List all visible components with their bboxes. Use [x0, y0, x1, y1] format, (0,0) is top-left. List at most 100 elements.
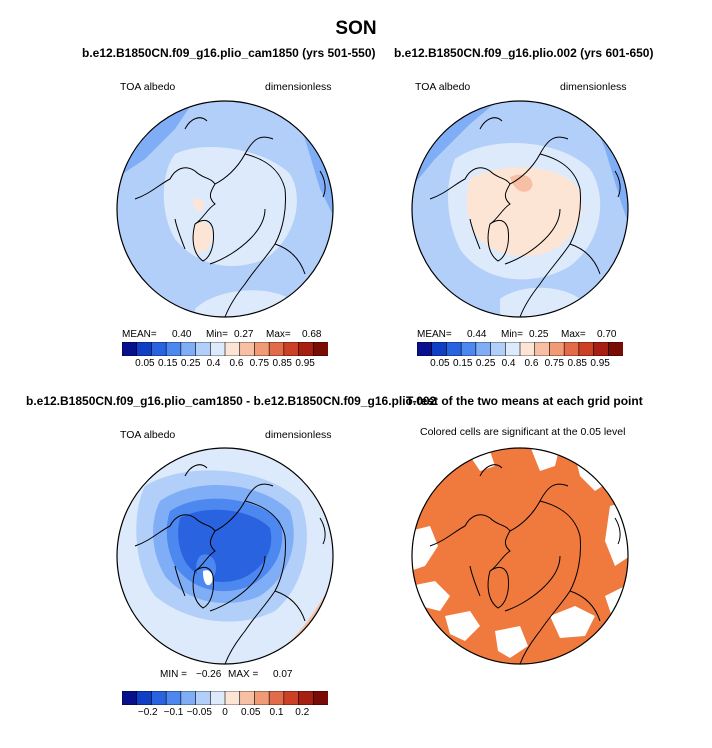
colorbar-segment [136, 342, 153, 356]
colorbar-segment [180, 691, 197, 705]
colorbar-segment [165, 691, 182, 705]
panel-4-title: T-test of the two means at each grid poi… [406, 394, 643, 408]
coastlines [429, 464, 621, 664]
colorbar-segment [593, 342, 609, 356]
map-boundary [411, 447, 629, 665]
panel-1-units: dimensionless [265, 81, 332, 93]
colorbar-segment [136, 691, 153, 705]
panel-1-title: b.e12.B1850CN.f09_g16.plio_cam1850 (yrs … [82, 46, 376, 60]
diff-field-masked [203, 570, 213, 586]
panel-4-map [411, 447, 629, 665]
panel-2-max-label: Max= [561, 329, 586, 340]
panel-2-mean-label: MEAN= [417, 329, 452, 340]
panel-1-mean-value: 0.40 [172, 329, 192, 340]
colorbar-label: 0.85 [272, 358, 292, 369]
coastlines [134, 464, 326, 664]
colorbar-segment [224, 691, 241, 705]
colorbar-segment [165, 342, 182, 356]
colorbar-segment [195, 342, 211, 356]
colorbar-segment [254, 342, 270, 356]
panel-2-mean-value: 0.44 [467, 329, 487, 340]
colorbar-segment [519, 342, 536, 356]
figure-title: SON [335, 18, 377, 39]
panel-1-variable: TOA albedo [120, 81, 176, 93]
panel-3-map [116, 447, 334, 665]
albedo-field-ellesmere [193, 198, 205, 212]
panel-2-units: dimensionless [560, 81, 627, 93]
map-boundary [116, 100, 334, 318]
panel-3-variable: TOA albedo [120, 429, 176, 441]
colorbar-label: 0.05 [430, 358, 450, 369]
panel-1-min-value: 0.27 [234, 329, 254, 340]
colorbar-label: 0.6 [524, 358, 539, 369]
panel-2-max-value: 0.70 [597, 329, 617, 340]
panel-1-colorbar [122, 342, 328, 356]
colorbar-segment [254, 691, 270, 705]
panel-2-colorbar [417, 342, 623, 356]
colorbar-label: 0.95 [590, 358, 610, 369]
panel-2-variable: TOA albedo [415, 81, 471, 93]
colorbar-segment [578, 342, 595, 356]
colorbar-segment [239, 342, 256, 356]
colorbar-segment [607, 342, 623, 356]
colorbar-label: 0.4 [206, 358, 221, 369]
colorbar-segment [151, 691, 167, 705]
colorbar-label: 0.2 [295, 707, 310, 718]
coastlines [134, 117, 326, 317]
colorbar-label: 0.75 [249, 358, 270, 369]
colorbar-segment [446, 342, 462, 356]
panel-1-max-value: 0.68 [302, 329, 322, 340]
colorbar-label: 0.1 [269, 707, 284, 718]
colorbar-segment [563, 342, 580, 356]
colorbar-segment [431, 342, 448, 356]
panel-2-title: b.e12.B1850CN.f09_g16.plio.002 (yrs 601-… [394, 46, 654, 60]
colorbar-segment [224, 342, 241, 356]
panel-3-units: dimensionless [265, 429, 332, 441]
colorbar-label: 0.05 [135, 358, 155, 369]
colorbar-label: 0.4 [501, 358, 516, 369]
colorbar-label: 0.95 [295, 358, 315, 369]
panel-3-max-value: 0.07 [273, 669, 293, 680]
panel-4-note: Colored cells are significant at the 0.0… [420, 426, 626, 438]
panel-2-min-label: Min= [501, 329, 523, 340]
colorbar-segment [534, 342, 551, 356]
colorbar-segment [549, 342, 565, 356]
colorbar-label: −0.2 [137, 707, 158, 718]
map-boundary [116, 447, 334, 665]
albedo-field-greenland [192, 221, 213, 253]
panel-3-min-label: MIN = [160, 669, 187, 680]
colorbar-label: −0.05 [186, 707, 212, 718]
panel-1-max-label: Max= [266, 329, 291, 340]
colorbar-label: 0.25 [180, 358, 201, 369]
panel-2-min-value: 0.25 [529, 329, 549, 340]
map-boundary [411, 100, 629, 318]
colorbar-label: −0.1 [163, 707, 184, 718]
panel-3-title: b.e12.B1850CN.f09_g16.plio_cam1850 - b.e… [26, 394, 437, 408]
colorbar-segment [268, 691, 285, 705]
colorbar-segment [180, 342, 197, 356]
coastlines [429, 117, 621, 317]
panel-3-min-value: −0.26 [196, 669, 222, 680]
albedo-field-0.6-0.75 [466, 167, 583, 257]
colorbar-segment [504, 342, 521, 356]
panel-3-max-label: MAX = [228, 669, 259, 680]
panel-1-mean-label: MEAN= [122, 329, 157, 340]
colorbar-segment [122, 342, 138, 356]
colorbar-segment [151, 342, 167, 356]
panel-1-map [116, 100, 334, 318]
colorbar-label: 0.15 [158, 358, 178, 369]
colorbar-segment [417, 342, 433, 356]
colorbar-segment [283, 342, 300, 356]
colorbar-label: 0 [222, 707, 228, 718]
colorbar-segment [475, 342, 492, 356]
colorbar-segment [268, 342, 285, 356]
panel-2-map [411, 100, 629, 318]
colorbar-segment [298, 691, 314, 705]
colorbar-segment [209, 342, 226, 356]
colorbar-label: 0.25 [475, 358, 496, 369]
colorbar-segment [312, 691, 328, 705]
colorbar-segment [312, 342, 328, 356]
colorbar-label: 0.85 [567, 358, 587, 369]
colorbar-segment [209, 691, 226, 705]
colorbar-segment [239, 691, 256, 705]
